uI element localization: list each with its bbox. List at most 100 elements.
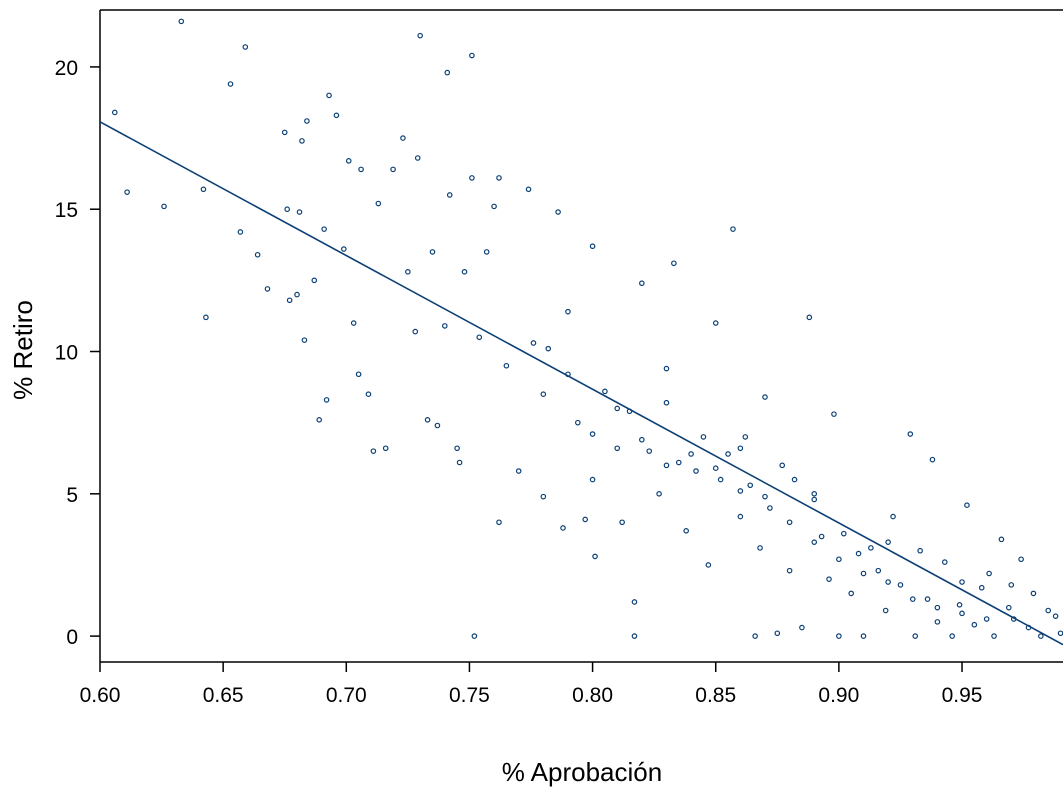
point <box>725 451 731 457</box>
point <box>1057 630 1063 637</box>
point <box>1052 613 1059 619</box>
point <box>811 491 818 497</box>
point <box>178 18 185 25</box>
y-tick-label: 15 <box>55 199 78 222</box>
point <box>956 601 963 608</box>
point <box>907 431 914 437</box>
point <box>264 286 271 292</box>
x-tick-label: 0.85 <box>695 684 736 707</box>
point <box>461 269 468 275</box>
point <box>323 397 330 403</box>
point <box>469 175 475 181</box>
y-tick-label: 5 <box>66 484 78 507</box>
point <box>619 519 625 526</box>
point <box>227 81 234 87</box>
point <box>860 633 867 639</box>
point <box>540 493 547 500</box>
point <box>712 320 719 326</box>
point <box>688 451 694 457</box>
point <box>890 513 896 520</box>
x-tick-label: 0.80 <box>572 684 613 707</box>
point <box>986 570 992 577</box>
y-tick-label: 0 <box>66 626 78 649</box>
point <box>875 567 882 574</box>
point <box>1008 582 1015 588</box>
point <box>762 493 768 500</box>
point <box>560 525 566 531</box>
point <box>555 209 561 215</box>
point <box>683 528 689 534</box>
point <box>454 445 460 452</box>
point <box>742 434 749 440</box>
point <box>358 166 364 173</box>
y-tick-label: 20 <box>55 57 78 80</box>
point <box>491 203 497 210</box>
point <box>200 186 207 193</box>
point <box>582 516 588 523</box>
point <box>752 633 758 639</box>
point <box>818 533 825 540</box>
point <box>456 459 463 466</box>
point <box>964 502 970 508</box>
point <box>971 621 978 628</box>
point <box>675 459 682 466</box>
point <box>333 112 340 119</box>
point <box>836 633 842 639</box>
point <box>831 411 837 417</box>
x-tick-label: 0.70 <box>326 684 367 707</box>
point <box>161 203 167 210</box>
point <box>949 633 955 639</box>
point <box>786 519 793 526</box>
point <box>434 422 441 429</box>
point <box>565 308 571 315</box>
point <box>978 584 985 591</box>
point <box>575 419 581 426</box>
point <box>786 567 793 574</box>
x-tick-label: 0.90 <box>818 684 859 707</box>
point <box>737 513 744 520</box>
point <box>203 314 209 321</box>
point <box>417 32 423 39</box>
point <box>860 570 867 577</box>
point <box>444 69 451 76</box>
point <box>1038 633 1044 639</box>
point <box>424 417 431 423</box>
point <box>959 610 965 617</box>
point <box>929 456 936 463</box>
point <box>811 496 818 503</box>
point <box>254 251 261 258</box>
point <box>998 536 1005 543</box>
point <box>909 596 916 602</box>
point <box>321 226 327 232</box>
point <box>592 553 598 560</box>
point <box>469 52 475 59</box>
point <box>663 399 670 406</box>
point <box>811 539 818 545</box>
point <box>868 545 874 551</box>
point <box>941 559 948 565</box>
point <box>885 579 891 585</box>
point <box>496 175 502 181</box>
point <box>646 448 653 454</box>
point <box>414 155 421 161</box>
point <box>316 417 322 423</box>
point <box>350 320 357 326</box>
point <box>959 579 965 585</box>
point <box>614 405 621 412</box>
point <box>589 431 596 437</box>
point <box>912 633 919 639</box>
fit-line <box>99 121 1063 646</box>
point <box>382 445 389 452</box>
point <box>589 476 596 483</box>
point <box>1045 607 1052 614</box>
point <box>737 445 744 452</box>
point <box>897 582 904 588</box>
point <box>237 229 244 235</box>
point <box>503 362 510 369</box>
point <box>836 556 842 563</box>
point <box>124 189 130 195</box>
point <box>762 394 768 400</box>
point <box>370 448 377 454</box>
point <box>286 297 293 304</box>
